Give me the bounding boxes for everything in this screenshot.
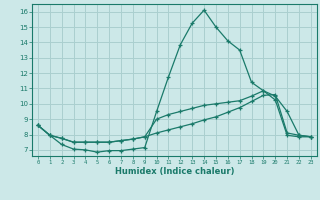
- X-axis label: Humidex (Indice chaleur): Humidex (Indice chaleur): [115, 167, 234, 176]
